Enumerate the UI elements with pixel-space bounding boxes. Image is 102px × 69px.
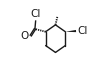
Polygon shape bbox=[65, 30, 76, 32]
Text: Cl: Cl bbox=[30, 9, 41, 19]
Text: O: O bbox=[21, 31, 29, 41]
Text: Cl: Cl bbox=[78, 26, 88, 36]
